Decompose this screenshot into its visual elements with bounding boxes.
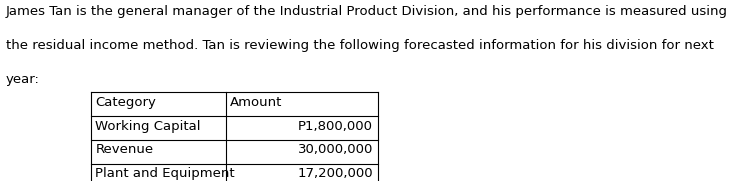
Text: year:: year: [6,73,40,86]
Text: Plant and Equipment: Plant and Equipment [95,167,235,180]
Text: Category: Category [95,96,156,109]
Text: 17,200,000: 17,200,000 [297,167,373,180]
Text: James Tan is the general manager of the Industrial Product Division, and his per: James Tan is the general manager of the … [6,5,728,18]
Text: Amount: Amount [230,96,283,109]
Text: 30,000,000: 30,000,000 [297,144,373,156]
Text: P1,800,000: P1,800,000 [298,120,373,132]
Text: Revenue: Revenue [95,144,154,156]
Text: Working Capital: Working Capital [95,120,201,132]
Text: the residual income method. Tan is reviewing the following forecasted informatio: the residual income method. Tan is revie… [6,39,714,52]
